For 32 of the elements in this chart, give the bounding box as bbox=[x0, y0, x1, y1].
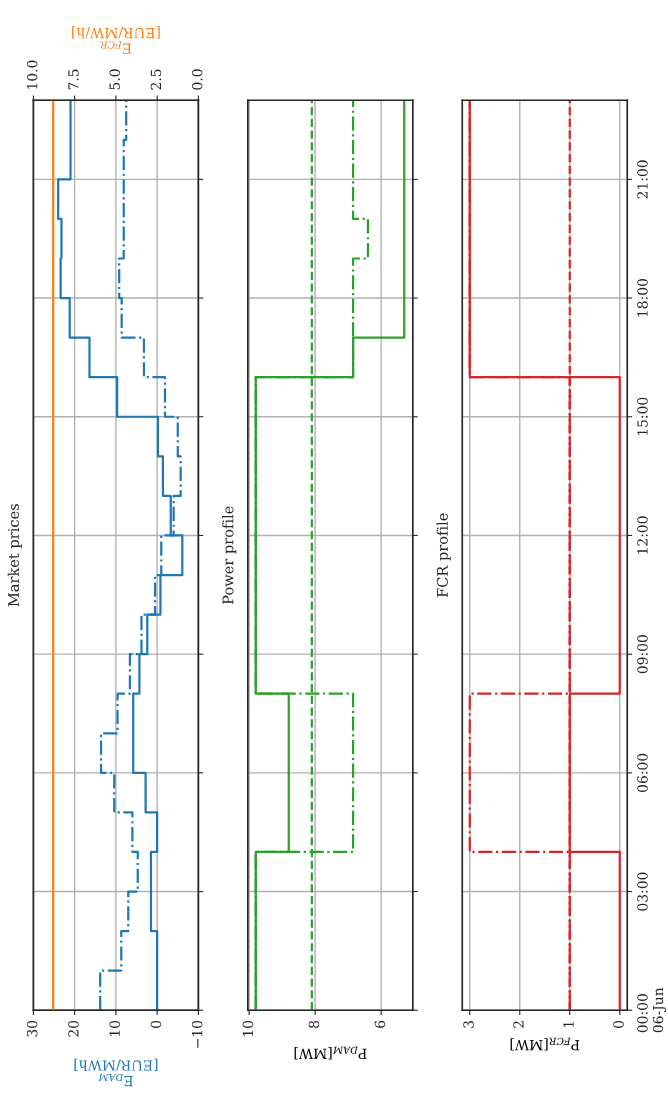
y-tick-label: 18:00 bbox=[637, 278, 648, 317]
x-tick-label: 20 bbox=[68, 1020, 79, 1037]
x-tick-label: 8 bbox=[308, 1020, 320, 1028]
y-tick-label: 09:00 bbox=[637, 635, 648, 674]
y-tick-label: 15:00 bbox=[637, 397, 648, 436]
x-axis-title: P$_{DAM}$[MW] bbox=[294, 1046, 367, 1060]
x-axis-title: E$_{DAM}$ [EUR/MWh] bbox=[74, 1058, 158, 1087]
y-tick-label: 21:00 bbox=[637, 160, 648, 199]
x2-tick-label: 0.0 bbox=[191, 69, 203, 90]
x2-axis-title: E$_{FCR}$ [EUR/MW/h] bbox=[72, 26, 160, 54]
x-tick-label: 10 bbox=[109, 1020, 120, 1036]
x2-tick-label: 5.0 bbox=[109, 69, 120, 90]
x-tick-label: 3 bbox=[463, 1020, 474, 1028]
x2-tick-label: 10.0 bbox=[26, 60, 38, 89]
y-tick-label: 03:00 bbox=[637, 872, 648, 911]
x-tick-label: 30 bbox=[26, 1020, 38, 1037]
x-tick-label: 6 bbox=[374, 1020, 386, 1028]
y-tick-label: 00:00 06-Jun bbox=[637, 987, 666, 1033]
text: FCR profile bbox=[436, 513, 451, 598]
y-tick-label: 12:00 bbox=[637, 516, 648, 554]
x-tick-label: 0 bbox=[613, 1020, 624, 1028]
x2-tick-label: 7.5 bbox=[68, 69, 79, 90]
text: Power profile bbox=[222, 506, 237, 605]
y-tick-label: 06:00 bbox=[637, 753, 648, 792]
x-tick-label: 2 bbox=[513, 1021, 524, 1028]
x-tick-label: 0 bbox=[150, 1020, 162, 1028]
text: Market prices bbox=[7, 504, 22, 607]
x-tick-label: −10 bbox=[191, 1020, 203, 1048]
x-tick-label: 10 bbox=[242, 1020, 254, 1036]
x-axis-title: P$_{FCR}$[MW] bbox=[510, 1037, 580, 1051]
x-tick-label: 1 bbox=[563, 1021, 574, 1028]
x2-tick-label: 2.5 bbox=[150, 69, 162, 90]
